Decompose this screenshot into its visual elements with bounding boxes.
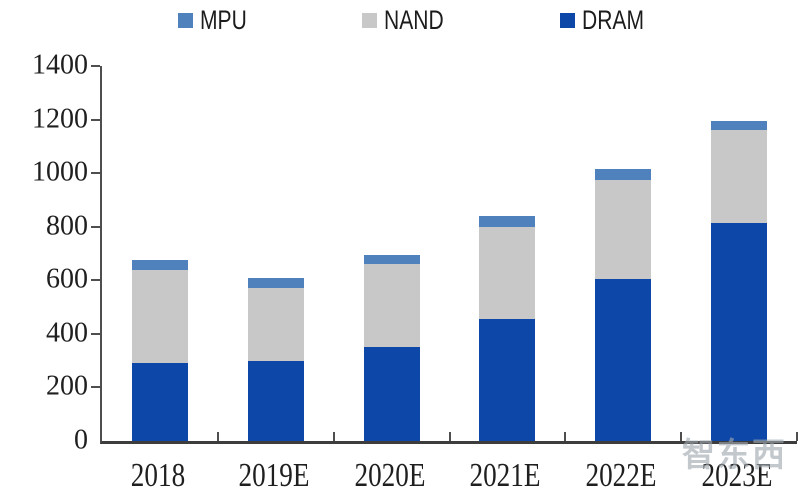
x-category-label: 2019E (238, 457, 310, 494)
bar-2021e (479, 216, 536, 441)
bar-segment-mpu (131, 260, 188, 270)
x-category-label: 2021E (469, 457, 541, 494)
bar-segment-mpu (595, 169, 652, 180)
x-tick-mark (448, 432, 451, 441)
x-category-label: 2018 (130, 457, 186, 494)
x-category-label: 2022E (585, 457, 657, 494)
bar-segment-mpu (479, 216, 536, 227)
y-tick-label: 800 (46, 210, 88, 242)
bar-segment-nand (363, 264, 420, 348)
bar-segment-mpu (247, 277, 304, 289)
y-tick-mark (91, 386, 100, 389)
x-tick-mark (680, 432, 683, 441)
x-tick-mark (564, 432, 567, 441)
y-tick-mark (91, 332, 100, 335)
bar-segment-nand (247, 288, 304, 361)
y-tick-mark (91, 172, 100, 175)
legend-label-nand: NAND (384, 5, 444, 35)
y-tick-label: 1200 (32, 103, 88, 135)
y-tick-label: 200 (46, 370, 88, 402)
x-tick-mark (216, 432, 219, 441)
bar-segment-mpu (711, 120, 768, 131)
dram-swatch-icon (560, 12, 575, 28)
y-tick-label: 0 (74, 424, 88, 456)
bar-2020e (363, 254, 420, 441)
bar-2019e (247, 277, 304, 441)
x-category-label: 2020E (354, 457, 426, 494)
y-tick-mark (91, 279, 100, 282)
y-tick-label: 600 (46, 263, 88, 295)
y-tick-mark (91, 225, 100, 228)
bar-2023e (711, 120, 768, 441)
y-tick-label: 400 (46, 317, 88, 349)
bar-segment-nand (595, 179, 652, 279)
x-tick-mark (796, 432, 798, 441)
y-tick-label: 1400 (32, 49, 88, 81)
bar-segment-mpu (363, 254, 420, 265)
mpu-swatch-icon (178, 12, 193, 28)
bar-segment-nand (711, 130, 768, 223)
bar-segment-dram (479, 319, 536, 441)
y-tick-mark (91, 65, 100, 67)
nand-swatch-icon (362, 12, 377, 28)
legend-label-mpu: MPU (200, 5, 247, 35)
legend-label-dram: DRAM (582, 5, 645, 35)
x-category-label: 2023E (701, 457, 773, 494)
legend-item-mpu: MPU (178, 6, 260, 34)
y-tick-mark (91, 118, 100, 121)
bar-2018 (131, 260, 188, 441)
bar-segment-nand (131, 269, 188, 364)
watermark: 智东西 (682, 436, 787, 473)
legend-item-dram: DRAM (560, 6, 662, 34)
x-tick-mark (332, 432, 335, 441)
bar-segment-dram (711, 222, 768, 441)
bar-segment-dram (363, 347, 420, 441)
bar-segment-nand (479, 226, 536, 320)
plot-area (91, 65, 798, 444)
bar-segment-dram (247, 360, 304, 441)
bar-segment-dram (131, 363, 188, 441)
y-tick-label: 1000 (32, 156, 88, 188)
bar-2022e (595, 169, 652, 441)
legend-item-nand: NAND (362, 6, 461, 34)
bar-segment-dram (595, 278, 652, 441)
